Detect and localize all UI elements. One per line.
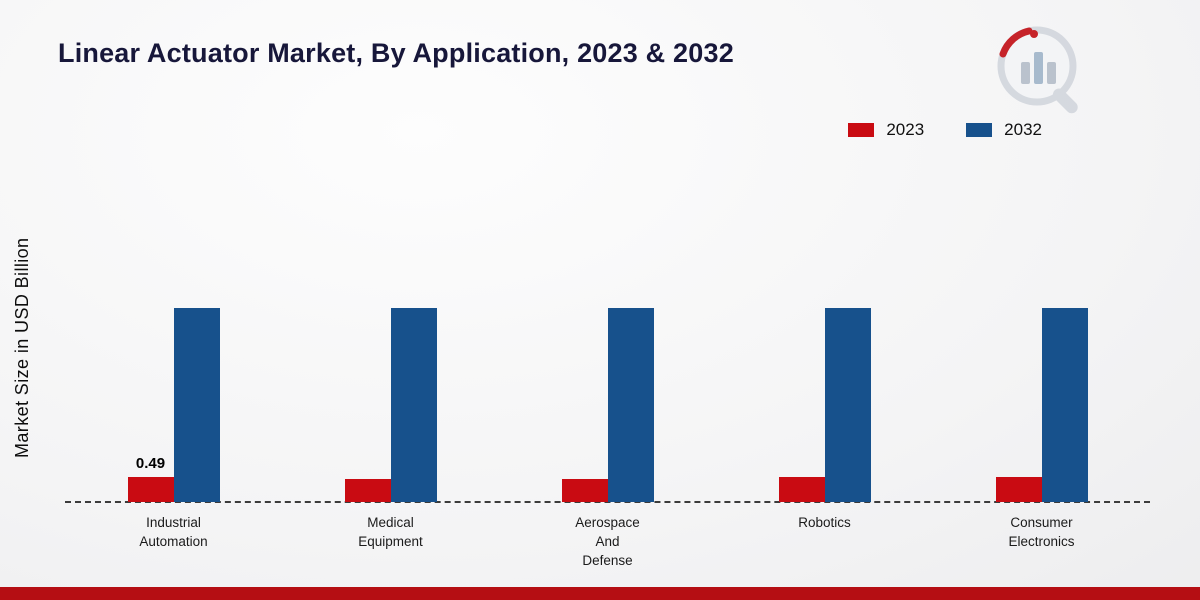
bars-industrial-automation: 0.49	[127, 308, 220, 502]
legend-item-2023: 2023	[848, 120, 924, 140]
bar-group-robotics: Robotics	[716, 115, 933, 530]
category-label-industrial-automation: Industrial Automation	[139, 515, 208, 549]
chart-title: Linear Actuator Market, By Application, …	[58, 38, 734, 68]
y-axis-label: Market Size in USD Billion	[12, 237, 32, 458]
bar-group-medical-equipment: Medical Equipment	[282, 115, 499, 549]
bar-2023-robotics	[778, 477, 825, 502]
footer-accent-bar	[0, 587, 1200, 600]
bar-group-consumer-electronics: Consumer Electronics	[933, 115, 1150, 549]
bars-medical-equipment	[344, 308, 437, 502]
bar-2032-industrial-automation	[173, 308, 220, 502]
legend-swatch-2023	[848, 123, 875, 137]
bars-aerospace-and-defense	[561, 308, 654, 502]
bar-group-industrial-automation: 0.49 Industrial Automation	[65, 115, 282, 549]
category-label-consumer-electronics: Consumer Electronics	[1008, 515, 1075, 549]
category-label-medical-equipment: Medical Equipment	[358, 515, 423, 549]
bars-consumer-electronics	[995, 308, 1088, 502]
legend-label-2023: 2023	[886, 120, 925, 139]
plot-area: 0.49 Industrial Automation Medical Equipment…	[65, 115, 1150, 568]
legend-item-2032: 2032	[966, 120, 1042, 140]
bar-2023-industrial-automation: 0.49	[127, 455, 174, 502]
bar-2023-aerospace-and-defense	[561, 479, 608, 502]
bar-2032-consumer-electronics	[1041, 308, 1088, 502]
bar-2023-medical-equipment	[344, 479, 391, 502]
bar-2032-medical-equipment	[390, 308, 437, 502]
bar-group-aerospace-and-defense: Aerospace And Defense	[499, 115, 716, 568]
legend-label-2032: 2032	[1004, 120, 1042, 139]
category-label-aerospace-and-defense: Aerospace And Defense	[575, 515, 640, 568]
bar-2023-consumer-electronics	[995, 477, 1042, 502]
bars-robotics	[778, 308, 871, 502]
category-label-robotics: Robotics	[798, 515, 851, 530]
bar-2032-robotics	[824, 308, 871, 502]
brand-logo-graphic	[997, 26, 1078, 114]
bar-2032-aerospace-and-defense	[607, 308, 654, 502]
bar-value-label-2023-industrial-automation: 0.49	[135, 455, 166, 472]
legend: 2023 2032	[848, 120, 1042, 140]
brand-logo	[985, 20, 1095, 120]
x-axis-baseline	[65, 501, 1150, 503]
legend-swatch-2032	[966, 123, 993, 137]
